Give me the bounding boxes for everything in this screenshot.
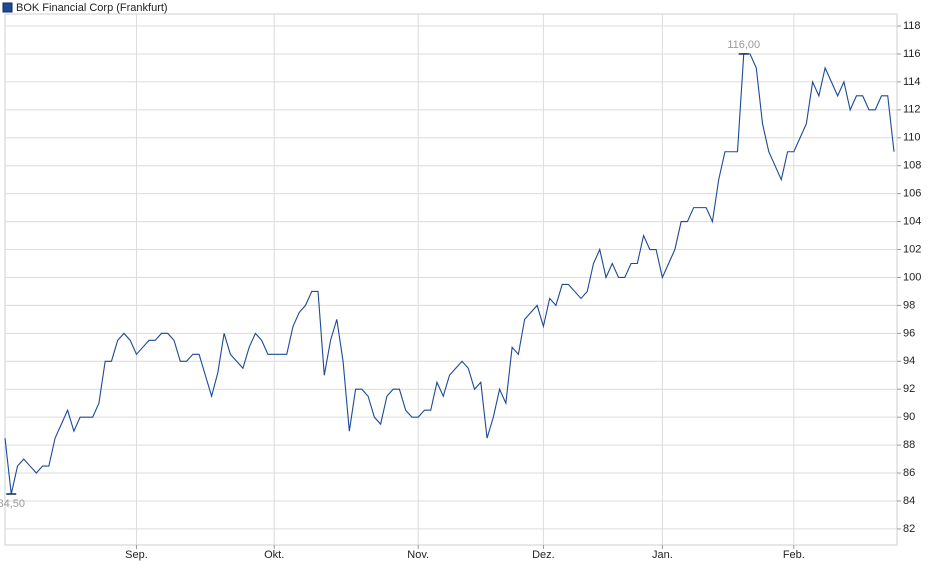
x-tick-label: Jan.	[652, 549, 673, 561]
y-tick-label: 108	[903, 160, 921, 172]
y-tick-label: 112	[903, 104, 921, 116]
x-tick-label: Feb.	[783, 549, 805, 561]
y-tick-label: 88	[903, 439, 915, 451]
x-tick-label: Sep.	[125, 549, 148, 561]
y-tick-label: 82	[903, 523, 915, 535]
x-tick-label: Nov.	[407, 549, 429, 561]
y-tick-label: 94	[903, 355, 915, 367]
y-tick-label: 92	[903, 383, 915, 395]
y-tick-label: 116	[903, 48, 921, 60]
y-tick-label: 104	[903, 216, 921, 228]
legend-label: BOK Financial Corp (Frankfurt)	[16, 2, 168, 14]
y-tick-label: 114	[903, 76, 921, 88]
y-tick-label: 96	[903, 327, 915, 339]
value-label: 84,50	[0, 498, 25, 510]
y-tick-label: 118	[903, 20, 921, 32]
y-tick-label: 106	[903, 188, 921, 200]
legend-swatch	[2, 2, 13, 13]
x-tick-label: Okt.	[264, 549, 284, 561]
plot-frame	[4, 13, 898, 546]
y-tick-label: 102	[903, 243, 921, 255]
y-tick-label: 98	[903, 299, 915, 311]
price-line	[4, 53, 895, 495]
y-tick-label: 86	[903, 467, 915, 479]
y-tick-label: 90	[903, 411, 915, 423]
value-label: 116,00	[727, 39, 760, 51]
y-tick-label: 110	[903, 132, 921, 144]
x-tick-label: Dez.	[532, 549, 555, 561]
y-tick-label: 100	[903, 271, 921, 283]
y-tick-label: 84	[903, 495, 915, 507]
